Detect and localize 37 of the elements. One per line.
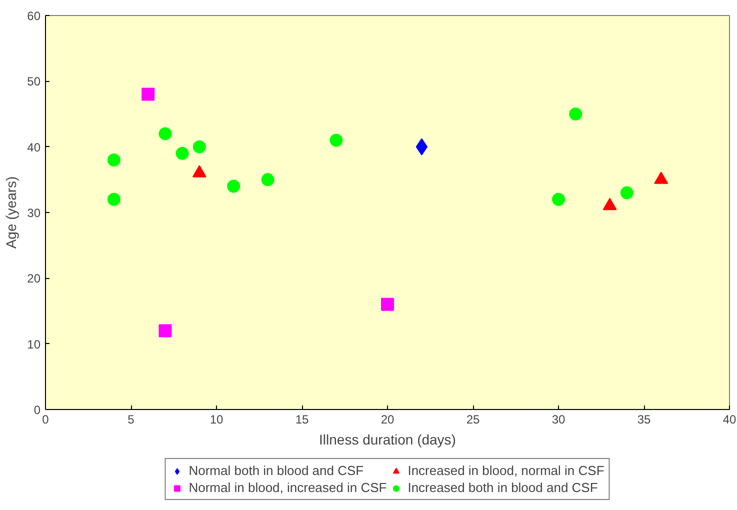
point [176, 146, 189, 160]
x-axis-title: Illness duration (days) [319, 432, 456, 448]
y-tick-label: 20 [27, 272, 41, 286]
x-tick-label: 30 [552, 412, 566, 426]
point [381, 298, 394, 311]
point [158, 127, 172, 140]
x-tick-label: 10 [210, 412, 224, 426]
x-tick-label: 15 [295, 412, 309, 426]
point [107, 153, 120, 166]
y-tick-label: 40 [27, 140, 41, 154]
legend-label: Increased both in blood and CSF [408, 480, 598, 495]
point [620, 186, 634, 200]
point [416, 138, 428, 156]
point [552, 192, 565, 206]
y-tick-label: 60 [27, 9, 41, 23]
x-tick-label: 0 [42, 412, 50, 426]
y-tick-label: 50 [27, 74, 41, 89]
x-tick-label: 35 [637, 412, 651, 426]
legend-label: Increased in blood, normal in CSF [408, 463, 604, 478]
x-tick-label: 40 [722, 412, 736, 426]
y-tick-label: 10 [27, 337, 41, 352]
point [142, 88, 155, 101]
y-tick-label: 0 [34, 403, 41, 417]
legend-label: Normal both in blood and CSF [188, 463, 364, 478]
x-tick-label: 5 [128, 412, 135, 426]
legend-label: Normal in blood, increased in CSF [188, 480, 387, 495]
point [158, 324, 172, 338]
point [107, 192, 120, 206]
y-axis-title: Age (years) [3, 176, 20, 249]
x-tick-label: 20 [380, 412, 394, 426]
point [261, 173, 274, 186]
point [192, 140, 206, 154]
x-tick-label: 25 [466, 412, 480, 426]
y-tick-label: 30 [27, 206, 41, 220]
point [330, 134, 343, 147]
point [227, 180, 240, 193]
point [569, 108, 582, 120]
